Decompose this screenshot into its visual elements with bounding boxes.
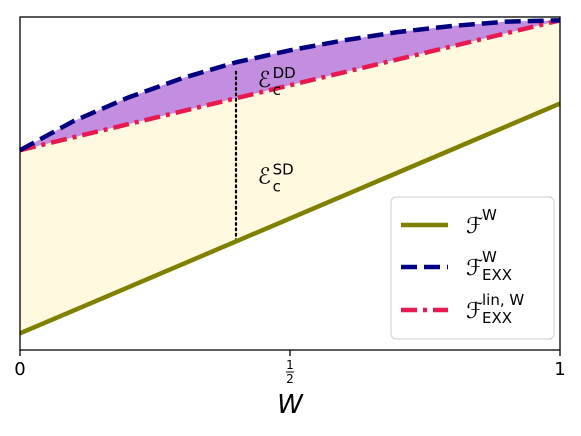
series-f-w-line (19, 101, 561, 336)
legend-label: ℱ (466, 256, 483, 281)
sd-fill-region (20, 20, 560, 334)
x-tick-label-numerator: 1 (286, 358, 294, 372)
legend-label: ℱ (466, 214, 483, 239)
x-tick-label-denominator: 2 (286, 372, 294, 386)
legend-label-subscript: EXX (482, 266, 512, 284)
series-f-exx-w-line (18, 18, 561, 153)
annotation-symbol: ℰ (258, 68, 271, 93)
legend-label: ℱ (466, 299, 483, 324)
annotation-superscript: DD (273, 64, 296, 82)
legend-label-subscript: EXX (482, 309, 512, 327)
x-tick-label: 0 (14, 359, 25, 380)
x-axis: 0 12 1 (14, 350, 566, 386)
legend-box (390, 196, 555, 340)
legend-label-superscript: W (482, 206, 497, 224)
x-axis-label: W (277, 390, 304, 420)
legend-label-superscript: lin, W (482, 291, 524, 309)
annotation-subscript: c (273, 178, 281, 196)
annotation-subscript: c (273, 81, 281, 99)
x-tick-label: 1 (554, 359, 565, 380)
annotation-symbol: ℰ (258, 165, 271, 190)
annotation-superscript: SD (273, 161, 294, 179)
legend-item-f-w: ℱW (401, 206, 497, 239)
legend-label-superscript: W (482, 248, 497, 266)
series-f-exx-lin-w-line (19, 18, 561, 153)
